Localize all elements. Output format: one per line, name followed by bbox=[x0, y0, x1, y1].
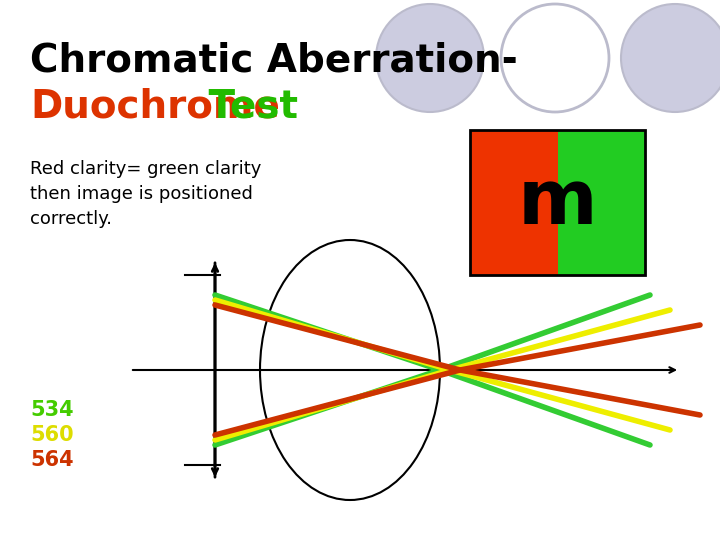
Bar bbox=[557, 130, 645, 275]
Circle shape bbox=[621, 4, 720, 112]
Text: m: m bbox=[518, 165, 598, 240]
Text: 560: 560 bbox=[30, 425, 73, 445]
Text: Test: Test bbox=[195, 88, 298, 126]
Text: Chromatic Aberration-: Chromatic Aberration- bbox=[30, 42, 518, 80]
Bar bbox=[470, 130, 645, 275]
Circle shape bbox=[501, 4, 609, 112]
Text: Red clarity= green clarity
then image is positioned
correctly.: Red clarity= green clarity then image is… bbox=[30, 160, 261, 228]
Text: 564: 564 bbox=[30, 450, 73, 470]
Circle shape bbox=[376, 4, 484, 112]
Bar bbox=[470, 130, 557, 275]
Text: 534: 534 bbox=[30, 400, 73, 420]
Text: Duochrome: Duochrome bbox=[30, 88, 280, 126]
